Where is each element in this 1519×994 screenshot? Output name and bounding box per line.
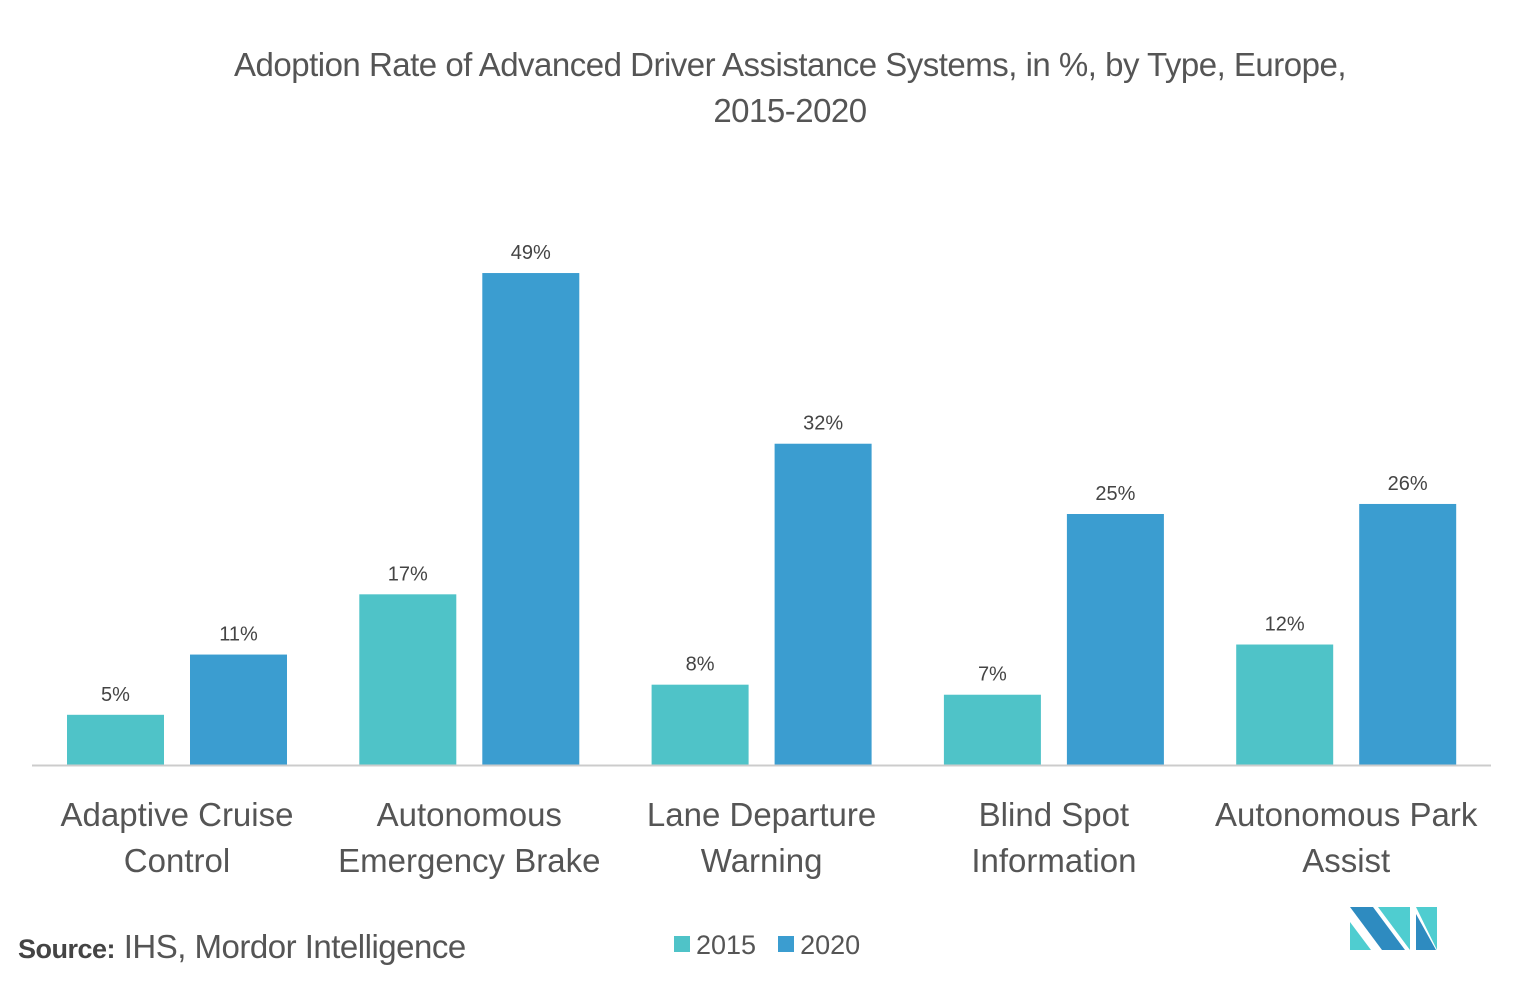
category-label-1-0: Autonomous — [377, 796, 562, 833]
source-note: Source: IHS, Mordor Intelligence — [18, 928, 466, 966]
title-line-2: 2015-2020 — [713, 92, 867, 129]
data-label-2020-3: 25% — [1095, 483, 1135, 505]
bar-2020-2 — [774, 443, 872, 765]
data-label-2015-2: 8% — [686, 654, 715, 676]
bar-2015-0 — [67, 714, 164, 765]
category-label-1-1: Emergency Brake — [338, 842, 600, 879]
title-line-1: Adoption Rate of Advanced Driver Assista… — [234, 46, 1347, 83]
legend-swatch-2020 — [778, 935, 795, 952]
source-label: Source: — [18, 934, 116, 964]
data-label-2015-0: 5% — [101, 684, 130, 706]
bar-2015-4 — [1236, 644, 1334, 765]
category-label-0-0: Adaptive Cruise — [61, 796, 294, 833]
bar-2020-3 — [1066, 514, 1164, 765]
chart-title: Adoption Rate of Advanced Driver Assista… — [150, 42, 1430, 134]
category-label-3-0: Blind Spot — [979, 796, 1129, 833]
data-label-2020-0: 11% — [219, 624, 258, 646]
legend-label-2015: 2015 — [696, 930, 757, 960]
legend-swatch-2015 — [674, 935, 690, 952]
legend-item-2015: 2015 — [674, 930, 756, 961]
bar-2015-2 — [651, 684, 749, 765]
data-label-2020-4: 26% — [1388, 473, 1428, 495]
data-label-2020-2: 32% — [803, 413, 843, 435]
category-label-2-1: Warning — [701, 842, 823, 879]
category-label-4-1: Assist — [1302, 842, 1390, 879]
bar-2020-1 — [482, 273, 580, 765]
bar-2015-3 — [943, 694, 1041, 765]
legend-label-2020: 2020 — [800, 930, 861, 960]
legend-item-2020: 2020 — [778, 930, 860, 961]
data-label-2015-1: 17% — [388, 563, 428, 585]
category-label-0-1: Control — [124, 842, 230, 879]
category-label-2-0: Lane Departure — [647, 796, 876, 833]
data-label-2015-4: 12% — [1265, 614, 1305, 636]
source-text: IHS, Mordor Intelligence — [115, 928, 467, 965]
bar-2015-1 — [359, 594, 457, 765]
bar-2020-4 — [1359, 503, 1457, 765]
bar-2020-0 — [190, 654, 287, 765]
category-label-3-1: Information — [971, 842, 1136, 879]
data-label-2020-1: 49% — [511, 242, 551, 264]
category-label-4-0: Autonomous Park — [1215, 796, 1478, 833]
data-label-2015-3: 7% — [978, 664, 1007, 686]
legend: 2015 2020 — [674, 930, 860, 961]
